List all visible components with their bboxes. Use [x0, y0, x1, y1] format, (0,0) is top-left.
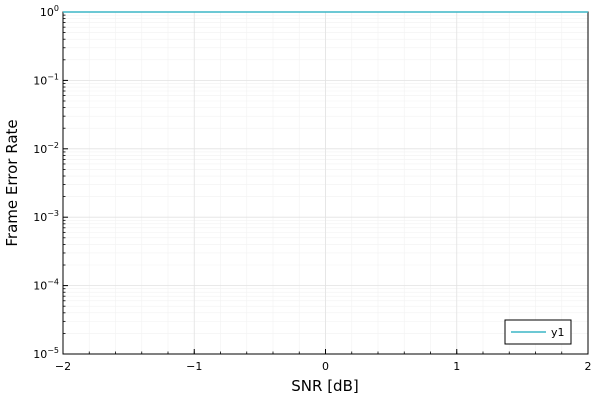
y-tick-label: 10−2: [33, 141, 59, 156]
x-tick-label: 1: [453, 360, 460, 373]
x-tick-label: −1: [186, 360, 202, 373]
x-tick-label: 0: [322, 360, 329, 373]
legend-label-y1: y1: [551, 326, 565, 339]
y-tick-label: 10−3: [33, 209, 59, 224]
y-tick-label: 100: [40, 4, 59, 19]
x-tick-label: −2: [55, 360, 71, 373]
y-tick-label: 10−4: [33, 278, 59, 293]
ticks: −2 −1 0 1 2 10−5 10−4 10−3 10−2 10−1 100: [33, 4, 591, 373]
legend: y1: [504, 319, 572, 345]
y-tick-label: 10−1: [33, 72, 59, 87]
x-tick-label: 2: [585, 360, 592, 373]
y-axis-title: Frame Error Rate: [3, 119, 21, 246]
grid: [62, 11, 589, 355]
y-tick-label: 10−5: [33, 346, 59, 361]
x-axis-title: SNR [dB]: [291, 377, 358, 395]
